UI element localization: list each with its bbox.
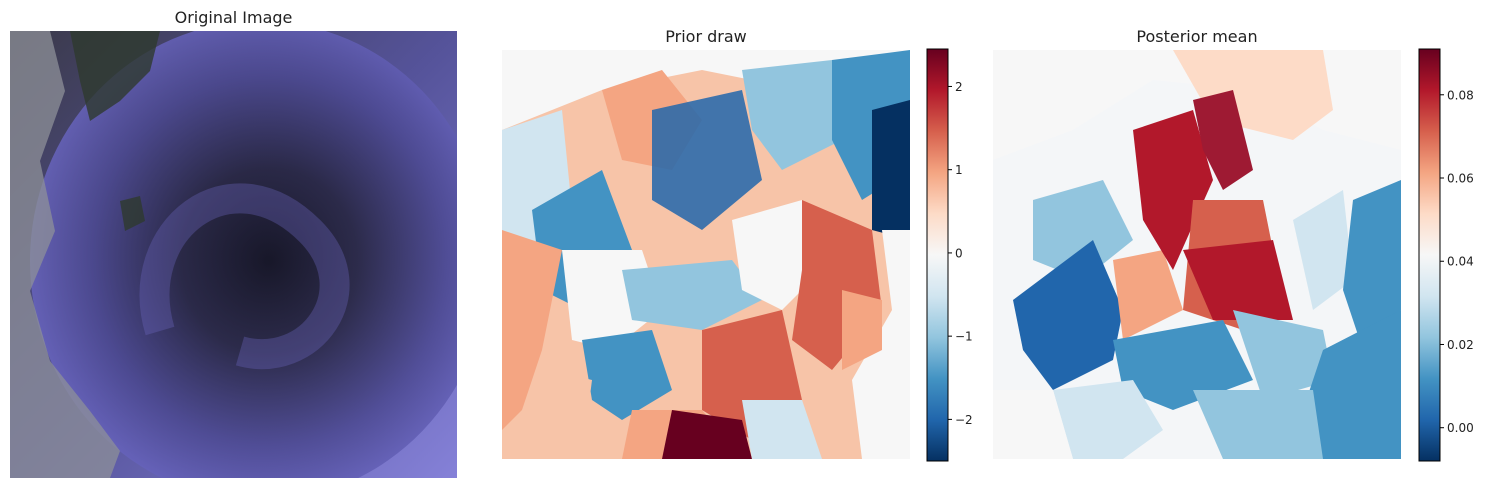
prior-region xyxy=(542,370,592,459)
posterior-region xyxy=(1293,190,1353,310)
posterior-region xyxy=(1113,320,1253,410)
colorbar-tick-label: −1 xyxy=(955,330,973,344)
posterior-region xyxy=(1233,310,1333,400)
prior-region xyxy=(502,230,562,430)
posterior-region xyxy=(1183,240,1293,320)
posterior-region xyxy=(1013,240,1123,390)
prior-region xyxy=(742,60,842,170)
storm-dark-region xyxy=(30,31,457,478)
posterior-region xyxy=(1133,110,1213,270)
prior-region xyxy=(622,260,762,330)
prior-region xyxy=(662,410,752,459)
posterior-region xyxy=(993,390,1073,459)
posterior-region xyxy=(1033,180,1133,280)
colorbar-tick-label: 0.04 xyxy=(1447,255,1474,269)
prior-region xyxy=(732,200,822,310)
coastline-left xyxy=(10,31,120,478)
prior-draw-title: Prior draw xyxy=(665,27,747,46)
prior-colorbar: −2 −1 0 1 2 xyxy=(926,48,973,462)
posterior-region xyxy=(1053,380,1163,459)
posterior-mean-heatmap xyxy=(993,50,1401,459)
prior-draw-heatmap xyxy=(502,50,910,459)
posterior-region xyxy=(1303,310,1401,459)
colorbar-tick-label: 2 xyxy=(955,80,963,94)
prior-region xyxy=(842,290,882,370)
posterior-mean-title: Posterior mean xyxy=(1136,27,1258,46)
posterior-region xyxy=(1343,180,1401,350)
posterior-colorbar: 0.00 0.02 0.04 0.06 0.08 xyxy=(1418,48,1474,462)
colorbar-tick-label: 1 xyxy=(955,163,963,177)
colorbar-tick-label: 0.00 xyxy=(1447,421,1474,435)
colorbar-tick-label: −2 xyxy=(955,413,973,427)
original-image-title: Original Image xyxy=(174,8,293,27)
colorbar-tick-label: 0.02 xyxy=(1447,338,1474,352)
prior-region xyxy=(742,400,822,459)
prior-region xyxy=(582,330,672,420)
posterior-region xyxy=(1113,250,1183,340)
land-islands xyxy=(120,196,145,231)
posterior-region xyxy=(1193,90,1253,190)
prior-region xyxy=(872,100,910,240)
storm-spiral-band xyxy=(139,183,350,370)
original-image xyxy=(10,31,457,478)
land-top xyxy=(70,31,160,121)
colorbar-tick-label: 0.06 xyxy=(1447,172,1474,186)
colorbar-tick-label: 0 xyxy=(955,246,963,260)
posterior-region xyxy=(1193,390,1323,459)
prior-region xyxy=(652,90,762,230)
colorbar-tick-label: 0.08 xyxy=(1447,88,1474,102)
